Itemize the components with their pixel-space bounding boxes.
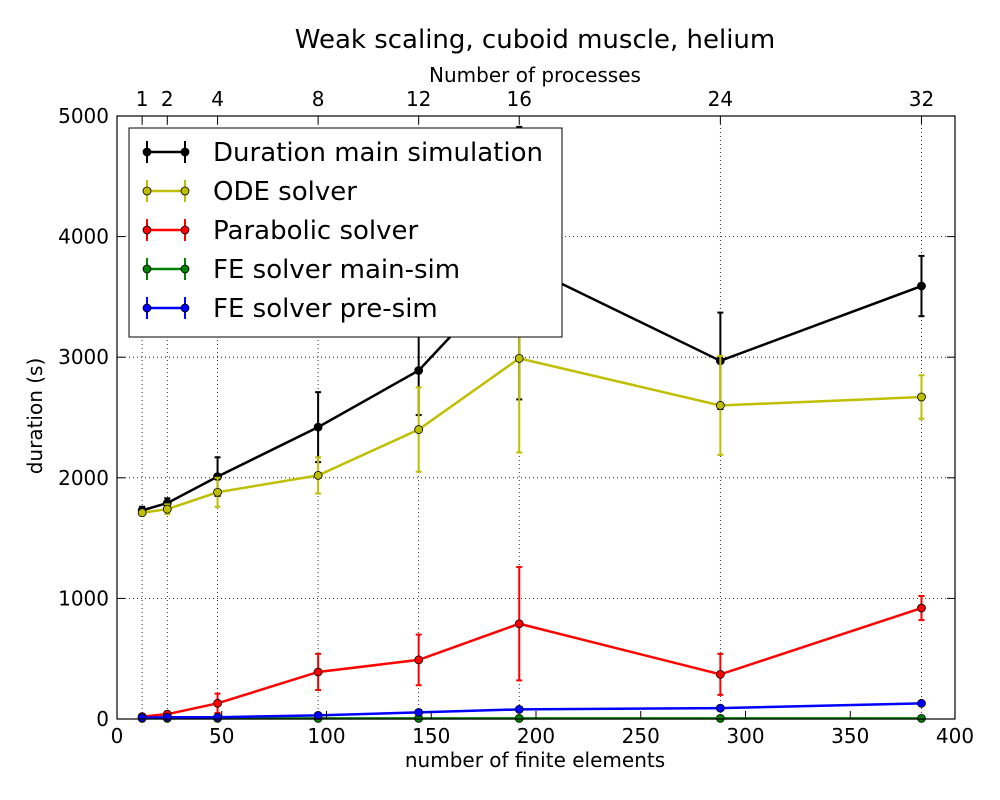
series-1: [137, 263, 926, 518]
data-point-1-4: [414, 425, 424, 434]
series-line-1: [141, 357, 922, 515]
x-tick-label-8: 400: [936, 724, 974, 748]
x-tick-label-5: 250: [622, 724, 660, 748]
series-2: [137, 566, 926, 721]
data-point-4-3: [313, 710, 323, 720]
y-tick-label-3: 3000: [58, 345, 109, 369]
legend-marker-b-3: [180, 264, 190, 274]
data-point-4-5: [514, 704, 524, 714]
top-tick-label-6: 24: [708, 87, 733, 111]
series-line-0: [141, 261, 922, 512]
data-point-4-4: [414, 707, 424, 717]
data-point-2-3: [313, 667, 323, 677]
data-point-2-4: [414, 655, 424, 665]
legend-marker-a-1: [142, 186, 152, 196]
data-point-3-6: [715, 713, 725, 723]
data-point-1-3: [313, 470, 323, 480]
y-tick-label-5: 5000: [58, 104, 109, 128]
x-tick-label-3: 150: [412, 724, 450, 748]
x-tick-label-7: 350: [831, 724, 869, 748]
data-point-1-2: [213, 487, 222, 497]
legend-label-3: FE solver main-sim: [213, 255, 460, 285]
series-layer: [137, 125, 926, 723]
data-point-4-1: [162, 712, 172, 722]
legend-label-4: FE solver pre-sim: [213, 294, 438, 324]
legend: Duration main simulation ODE solver Parabo…: [128, 127, 563, 338]
data-point-4-6: [715, 703, 725, 713]
data-point-2-6: [715, 669, 725, 679]
top-tick-label-0: 1: [136, 87, 149, 111]
data-point-0-3: [313, 422, 323, 432]
data-point-4-2: [213, 712, 222, 722]
legend-marker-b-2: [180, 225, 190, 235]
data-point-2-5: [514, 619, 524, 629]
series-line-2: [142, 606, 922, 718]
x-axis-label: number of finite elements: [405, 748, 665, 772]
data-point-1-1: [162, 504, 172, 514]
top-tick-label-7: 32: [909, 87, 934, 111]
x-tick-label-0: 0: [111, 724, 124, 748]
y-tick-label-1: 1000: [58, 586, 109, 610]
y-axis-label: duration (s): [23, 358, 47, 475]
legend-marker-b-4: [180, 303, 190, 313]
top-x-axis-label: Number of processes: [429, 63, 641, 87]
data-point-1-7: [917, 392, 926, 402]
top-tick-label-1: 2: [161, 87, 174, 111]
legend-box: [128, 127, 563, 338]
legend-marker-a-4: [142, 303, 152, 313]
legend-label-1: ODE solver: [213, 177, 357, 207]
data-point-0-7: [917, 281, 926, 291]
x-tick-label-1: 50: [209, 724, 234, 748]
top-tick-label-4: 12: [406, 87, 431, 111]
y-tick-label-0: 0: [96, 707, 109, 731]
data-point-3-7: [917, 713, 926, 723]
data-point-2-7: [917, 603, 926, 613]
data-point-2-2: [213, 698, 222, 708]
top-tick-label-3: 8: [312, 87, 325, 111]
y-tick-label-2: 2000: [58, 466, 109, 490]
data-point-1-6: [715, 401, 725, 410]
legend-marker-a-3: [142, 264, 152, 274]
data-point-3-5: [514, 713, 524, 723]
legend-label-2: Parabolic solver: [213, 216, 419, 246]
top-tick-label-2: 4: [211, 87, 224, 111]
x-tick-label-2: 100: [307, 724, 345, 748]
legend-marker-b-0: [180, 147, 190, 157]
data-point-1-0: [137, 508, 147, 518]
x-tick-label-4: 200: [517, 724, 555, 748]
data-point-4-7: [917, 698, 926, 708]
data-point-4-0: [137, 713, 147, 723]
data-point-0-4: [414, 366, 424, 375]
legend-label-0: Duration main simulation: [213, 138, 543, 168]
legend-marker-b-1: [180, 186, 190, 196]
legend-marker-a-2: [142, 225, 152, 235]
series-line-4: [142, 702, 922, 720]
data-point-1-5: [514, 354, 524, 363]
chart-title: Weak scaling, cuboid muscle, helium: [295, 25, 775, 55]
top-tick-label-5: 16: [507, 87, 532, 111]
x-tick-label-6: 300: [726, 724, 764, 748]
legend-marker-a-0: [142, 147, 152, 157]
y-tick-label-4: 4000: [58, 225, 109, 249]
